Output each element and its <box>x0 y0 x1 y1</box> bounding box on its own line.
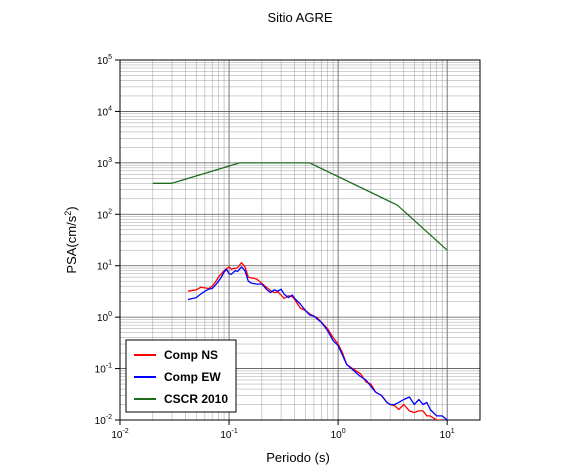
y-tick-label: 10-1 <box>95 363 112 376</box>
series-line-comp-ew <box>187 266 448 420</box>
y-tick-exp: 3 <box>108 157 112 164</box>
y-tick-label: 104 <box>97 105 112 118</box>
y-tick-base: 10 <box>95 365 107 376</box>
x-tick-base: 10 <box>440 430 452 441</box>
y-tick-exp: 2 <box>108 208 112 215</box>
y-axis-label: PSA(cm/s2) <box>63 206 79 273</box>
plot-frame <box>119 59 481 421</box>
y-axis-label-main: PSA(cm/s <box>64 215 79 273</box>
x-tick-base: 10 <box>111 430 123 441</box>
x-tick-exp: -2 <box>122 428 128 435</box>
y-tick-label: 100 <box>97 311 112 324</box>
y-tick-label: 102 <box>97 208 112 221</box>
y-tick-label: 105 <box>97 54 112 67</box>
x-tick-exp: -1 <box>232 428 238 435</box>
y-tick-label: 103 <box>97 157 112 170</box>
y-tick-base: 10 <box>97 107 109 118</box>
y-tick-exp: -1 <box>106 363 112 370</box>
series-line-comp-ns <box>187 261 443 420</box>
grid-lines <box>119 59 481 421</box>
y-tick-label: 101 <box>97 260 112 273</box>
series-layer <box>152 162 448 420</box>
y-tick-base: 10 <box>97 262 109 273</box>
y-tick-exp: 0 <box>108 311 112 318</box>
series-line-cscr-2010 <box>152 162 448 251</box>
x-tick-base: 10 <box>220 430 232 441</box>
y-tick-exp: -2 <box>106 414 112 421</box>
legend-label: CSCR 2010 <box>164 392 228 406</box>
x-tick-label: 10-2 <box>111 428 128 441</box>
x-tick-label: 100 <box>331 428 346 441</box>
y-tick-exp: 5 <box>108 54 112 61</box>
legend-label: Comp EW <box>164 370 221 384</box>
y-tick-exp: 1 <box>108 260 112 267</box>
y-tick-base: 10 <box>97 56 109 67</box>
y-tick-base: 10 <box>97 159 109 170</box>
y-axis-label-close: ) <box>64 206 79 210</box>
x-tick-base: 10 <box>331 430 343 441</box>
x-tick-label: 101 <box>440 428 455 441</box>
y-tick-label: 10-2 <box>95 414 112 427</box>
x-tick-exp: 1 <box>451 428 455 435</box>
y-tick-base: 10 <box>97 210 109 221</box>
y-tick-base: 10 <box>95 416 107 427</box>
x-axis-label: Periodo (s) <box>266 450 330 465</box>
y-tick-base: 10 <box>97 313 109 324</box>
chart-title: Sitio AGRE <box>267 10 332 25</box>
y-tick-exp: 4 <box>108 105 112 112</box>
x-tick-exp: 0 <box>342 428 346 435</box>
legend-label: Comp NS <box>164 348 218 362</box>
x-tick-label: 10-1 <box>220 428 237 441</box>
legend: Comp NS Comp EW CSCR 2010 <box>125 339 237 413</box>
y-axis-label-sup: 2 <box>63 211 73 216</box>
